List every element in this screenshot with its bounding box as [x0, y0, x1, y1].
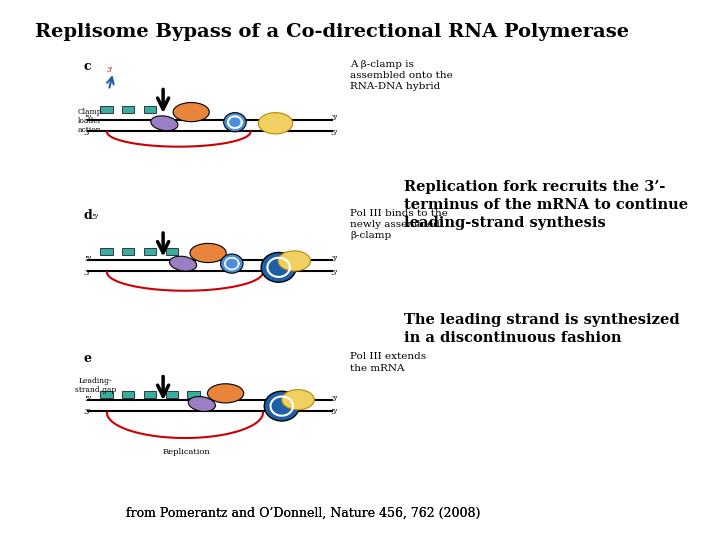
Text: Clamp
loader
action: Clamp loader action: [77, 108, 102, 134]
Circle shape: [264, 391, 300, 421]
Text: 3': 3': [107, 66, 113, 74]
Ellipse shape: [190, 244, 226, 262]
FancyBboxPatch shape: [122, 391, 135, 398]
FancyBboxPatch shape: [122, 106, 135, 113]
Text: 3': 3': [84, 269, 91, 277]
Ellipse shape: [258, 113, 292, 134]
Text: Replisome Bypass of a Co-directional RNA Polymerase: Replisome Bypass of a Co-directional RNA…: [35, 23, 629, 41]
Circle shape: [220, 254, 243, 273]
FancyBboxPatch shape: [100, 391, 112, 398]
Text: Pol III extends
the mRNA: Pol III extends the mRNA: [351, 353, 426, 373]
Text: from Pomerantz and O’Donnell, Nature 456, 762 (2008): from Pomerantz and O’Donnell, Nature 456…: [126, 507, 480, 520]
Circle shape: [224, 113, 246, 132]
Ellipse shape: [150, 116, 178, 131]
Text: 5': 5': [84, 395, 91, 403]
Text: c: c: [84, 60, 91, 73]
FancyBboxPatch shape: [100, 106, 112, 113]
Text: Pol III binds to the
newly assembled
β-clamp: Pol III binds to the newly assembled β-c…: [351, 209, 449, 240]
Ellipse shape: [188, 396, 215, 411]
FancyBboxPatch shape: [144, 391, 156, 398]
Ellipse shape: [173, 103, 210, 122]
Text: A β-clamp is
assembled onto the
RNA-DNA hybrid: A β-clamp is assembled onto the RNA-DNA …: [351, 60, 453, 91]
Text: 3': 3': [330, 114, 338, 122]
FancyBboxPatch shape: [166, 248, 178, 254]
Text: Replication fork recruits the 3’-
terminus of the mRNA to continue
leading-stran: Replication fork recruits the 3’- termin…: [403, 180, 688, 231]
FancyBboxPatch shape: [144, 106, 156, 113]
FancyBboxPatch shape: [166, 391, 178, 398]
Text: e: e: [84, 353, 91, 366]
FancyBboxPatch shape: [100, 248, 112, 254]
Text: 3': 3': [330, 255, 338, 263]
Text: from Pomerantz and O’Donnell, Nature 456, 762 (2008): from Pomerantz and O’Donnell, Nature 456…: [126, 507, 480, 520]
Text: Leading-
strand gap: Leading- strand gap: [75, 377, 117, 394]
Text: 3': 3': [84, 129, 91, 137]
Text: Replication: Replication: [163, 448, 211, 456]
Text: 3': 3': [330, 395, 338, 403]
Ellipse shape: [169, 256, 197, 271]
Text: 5': 5': [330, 408, 338, 416]
Ellipse shape: [207, 384, 243, 403]
Text: 5': 5': [84, 114, 91, 122]
Text: 3': 3': [84, 408, 91, 416]
FancyBboxPatch shape: [144, 248, 156, 254]
Text: The leading strand is synthesized
in a discontinuous fashion: The leading strand is synthesized in a d…: [403, 313, 679, 345]
Text: 5': 5': [91, 213, 99, 221]
Text: d: d: [84, 209, 92, 222]
FancyBboxPatch shape: [122, 248, 135, 254]
Text: 5': 5': [330, 269, 338, 277]
Text: 5': 5': [330, 129, 338, 137]
Text: 5': 5': [84, 255, 91, 263]
Ellipse shape: [278, 251, 310, 271]
FancyBboxPatch shape: [187, 391, 200, 398]
Circle shape: [261, 253, 296, 282]
Ellipse shape: [282, 390, 314, 410]
